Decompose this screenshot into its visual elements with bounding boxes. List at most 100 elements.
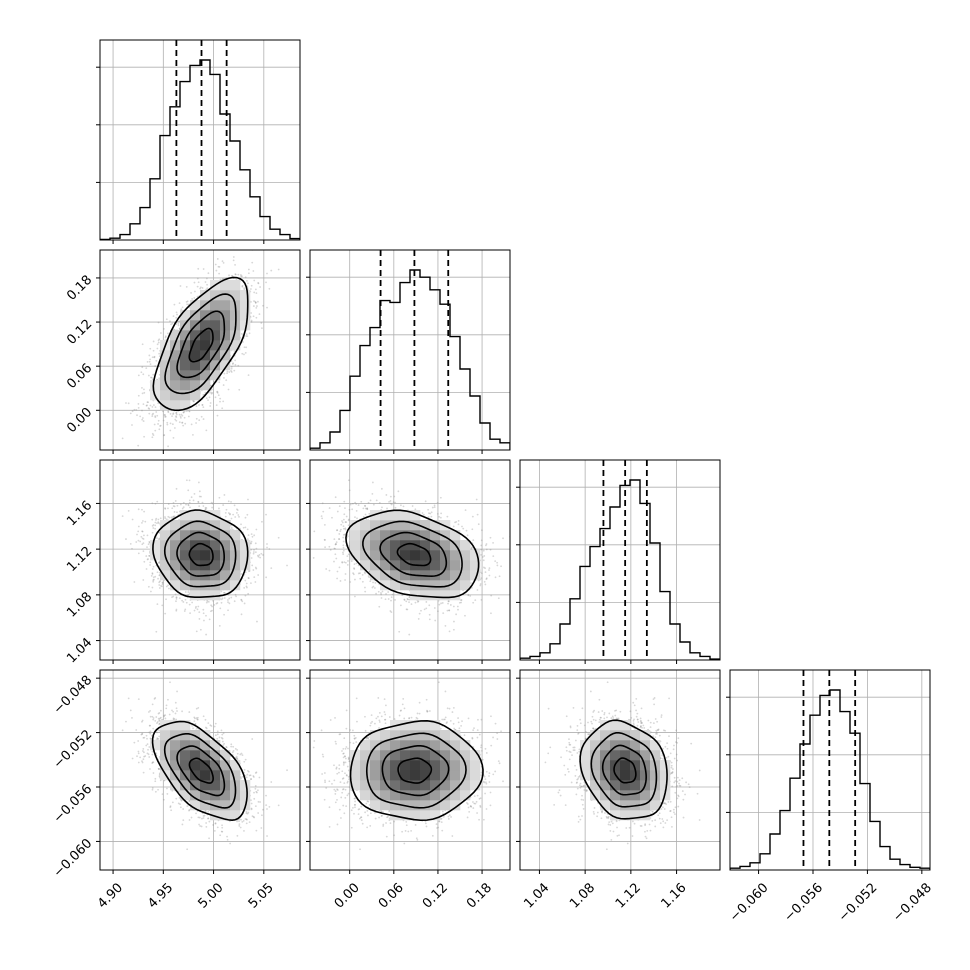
sample-point — [174, 500, 177, 502]
sample-point — [194, 290, 196, 293]
sample-point — [158, 562, 161, 565]
sample-point — [252, 551, 255, 553]
sample-point — [233, 600, 236, 603]
sample-point — [154, 406, 157, 409]
sample-point — [171, 423, 174, 426]
sample-point — [255, 292, 258, 295]
sample-point — [137, 374, 140, 377]
sample-point — [210, 501, 213, 504]
sample-point — [151, 531, 154, 534]
sample-point — [201, 404, 204, 406]
sample-point — [151, 572, 154, 575]
sample-point — [163, 434, 166, 436]
sample-point — [247, 282, 249, 285]
sample-point — [204, 506, 207, 509]
density-cell — [170, 370, 181, 381]
sample-point — [244, 516, 247, 519]
sample-point — [141, 418, 144, 421]
sample-point — [171, 596, 173, 599]
sample-point — [220, 601, 223, 604]
sample-point — [164, 414, 166, 416]
density-cell — [180, 370, 191, 381]
sample-point — [196, 295, 199, 298]
scatter-body — [121, 479, 288, 636]
sample-point — [257, 300, 259, 303]
sample-point — [210, 391, 212, 394]
sample-point — [145, 367, 148, 370]
sample-point — [221, 407, 224, 410]
sample-point — [173, 427, 176, 429]
sample-point — [170, 323, 172, 326]
sample-point — [137, 552, 140, 555]
sample-point — [177, 322, 180, 325]
sample-point — [172, 436, 175, 439]
sample-point — [202, 268, 205, 270]
sample-point — [147, 558, 149, 560]
sample-point — [246, 528, 249, 531]
sample-point — [234, 273, 237, 276]
sample-point — [227, 609, 229, 612]
sample-point — [227, 512, 230, 514]
sample-point — [146, 401, 149, 404]
sample-point — [158, 587, 161, 589]
sample-point — [214, 263, 217, 266]
density-cell — [240, 300, 251, 311]
sample-point — [159, 517, 162, 520]
sample-point — [201, 501, 204, 504]
sample-point — [141, 543, 144, 546]
density-cell — [180, 380, 191, 391]
sample-point — [247, 498, 249, 501]
sample-point — [217, 265, 220, 268]
density-cell — [180, 340, 191, 351]
sample-point — [139, 540, 142, 543]
sample-point — [157, 518, 160, 521]
sample-point — [227, 388, 230, 391]
sample-point — [187, 591, 190, 593]
sample-point — [129, 412, 132, 415]
sample-point — [156, 414, 159, 417]
sample-point — [158, 338, 161, 341]
sample-point — [182, 411, 185, 414]
sample-point — [240, 573, 243, 575]
sample-point — [258, 554, 261, 556]
sample-point — [149, 363, 152, 366]
sample-point — [286, 214, 288, 216]
sample-point — [154, 415, 157, 418]
sample-point — [252, 305, 255, 307]
sample-point — [137, 406, 140, 409]
density-cell — [240, 310, 251, 321]
sample-point — [250, 321, 253, 323]
sample-point — [151, 432, 154, 435]
sample-point — [172, 412, 175, 415]
sample-point — [254, 566, 257, 569]
sample-point — [245, 333, 248, 336]
sample-point — [199, 287, 202, 290]
sample-point — [154, 502, 157, 505]
sample-point — [246, 586, 248, 589]
sample-point — [237, 364, 240, 367]
sample-point — [167, 515, 170, 518]
density-cell — [170, 400, 181, 411]
sample-point — [233, 504, 236, 507]
sample-point — [207, 600, 210, 603]
sample-point — [255, 567, 258, 570]
sample-point — [216, 391, 219, 394]
sample-point — [241, 600, 244, 603]
density-cell — [200, 360, 211, 371]
sample-point — [254, 300, 257, 303]
sample-point — [155, 630, 158, 633]
contour-line — [176, 310, 226, 379]
sample-point — [164, 336, 167, 339]
sample-point — [147, 374, 150, 377]
sample-point — [230, 524, 232, 527]
sample-point — [195, 405, 198, 408]
sample-point — [223, 372, 226, 375]
sample-point — [250, 540, 253, 543]
sample-point — [147, 407, 150, 410]
sample-point — [145, 404, 148, 407]
sample-point — [178, 597, 181, 600]
sample-point — [148, 354, 151, 357]
sample-point — [245, 335, 248, 337]
sample-point — [220, 590, 223, 593]
sample-point — [188, 501, 191, 504]
